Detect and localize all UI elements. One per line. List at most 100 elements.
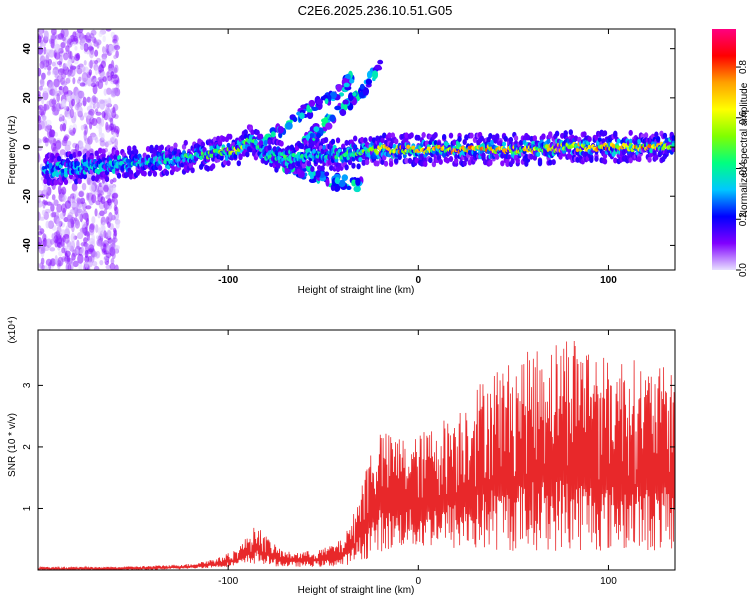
noise-speckle bbox=[94, 208, 98, 217]
ridge-outer-cell bbox=[643, 132, 649, 139]
noise-speckle bbox=[43, 265, 49, 270]
branch-cell bbox=[277, 126, 284, 134]
noise-speckle bbox=[74, 53, 80, 62]
noise-speckle bbox=[90, 112, 94, 118]
colorbar-gradient bbox=[712, 29, 736, 270]
noise-speckle bbox=[73, 95, 78, 101]
noise-speckle bbox=[61, 241, 65, 248]
noise-speckle bbox=[50, 212, 55, 218]
noise-speckle bbox=[47, 58, 53, 66]
noise-speckle bbox=[71, 98, 76, 107]
branch-cell bbox=[302, 167, 307, 172]
noise-speckle bbox=[63, 52, 69, 61]
noise-speckle bbox=[64, 144, 71, 152]
ridge-outer-cell bbox=[43, 178, 48, 185]
branch-cell bbox=[338, 92, 345, 97]
noise-speckle bbox=[101, 221, 106, 231]
ridge-outer-cell bbox=[310, 165, 315, 172]
ridge-core-cell bbox=[182, 158, 187, 163]
ridge-outer-cell bbox=[518, 139, 524, 146]
ridge-outer-cell bbox=[96, 173, 101, 180]
spectrogram-y-tick-label: -40 bbox=[22, 238, 33, 253]
ridge-mid-cell bbox=[134, 153, 139, 159]
spectrogram-panel: -100 0 100 40 20 0 -20 -40 Height of straight … bbox=[7, 28, 676, 296]
noise-speckle bbox=[89, 98, 93, 108]
branch-cell bbox=[309, 170, 314, 180]
ridge-mid-cell bbox=[601, 138, 606, 144]
noise-speckle bbox=[70, 232, 76, 243]
ridge-outer-cell bbox=[481, 152, 486, 159]
ridge-mid-cell bbox=[402, 153, 407, 159]
noise-speckle bbox=[55, 103, 60, 109]
snr-x-tick-label: -100 bbox=[218, 576, 238, 587]
ridge-outer-cell bbox=[407, 157, 413, 164]
noise-speckle bbox=[94, 266, 99, 270]
branch-cell bbox=[306, 110, 314, 120]
noise-speckle bbox=[105, 121, 109, 131]
ridge-outer-cell bbox=[537, 159, 543, 166]
noise-speckle bbox=[112, 185, 116, 194]
noise-speckle bbox=[38, 231, 43, 236]
noise-speckle bbox=[70, 240, 76, 251]
ridge-outer-cell bbox=[662, 132, 668, 139]
ridge-outer-cell bbox=[510, 158, 515, 165]
noise-speckle bbox=[112, 106, 116, 114]
noise-speckle bbox=[52, 97, 57, 108]
branch-cell bbox=[362, 87, 370, 96]
ridge-outer-cell bbox=[433, 132, 438, 139]
noise-speckle bbox=[95, 111, 102, 116]
branch-cell bbox=[309, 132, 314, 138]
ridge-outer-cell bbox=[125, 171, 130, 178]
ridge-outer-cell bbox=[222, 159, 228, 166]
ridge-core-cell bbox=[291, 152, 296, 158]
ridge-mid-cell bbox=[616, 138, 621, 144]
ridge-outer-cell bbox=[315, 156, 320, 163]
noise-speckle bbox=[107, 204, 113, 210]
branch-cell bbox=[343, 82, 350, 88]
colorbar-tick-label: 0.2 bbox=[738, 212, 749, 226]
noise-speckle bbox=[107, 198, 112, 206]
noise-speckle bbox=[94, 103, 101, 108]
ridge-outer-cell bbox=[602, 158, 608, 165]
ridge-outer-cell bbox=[582, 131, 587, 138]
noise-speckle bbox=[106, 245, 110, 254]
noise-speckle bbox=[51, 61, 56, 67]
snr-y-tick-label: 1 bbox=[22, 505, 33, 511]
ridge-mid-cell bbox=[322, 144, 327, 150]
ridge-outer-cell bbox=[554, 130, 560, 137]
noise-speckle bbox=[83, 112, 88, 118]
ridge-mid-cell bbox=[351, 156, 356, 162]
ridge-mid-cell bbox=[652, 150, 657, 156]
noise-speckle bbox=[107, 237, 113, 244]
spectrogram-x-tick-label: 100 bbox=[600, 275, 617, 286]
noise-speckle bbox=[112, 227, 117, 234]
ridge-outer-cell bbox=[532, 135, 538, 142]
branch-cell bbox=[327, 94, 332, 102]
noise-speckle bbox=[86, 217, 90, 226]
noise-speckle bbox=[83, 213, 88, 220]
ridge-outer-cell bbox=[128, 173, 134, 180]
noise-speckle bbox=[38, 115, 42, 124]
noise-speckle bbox=[107, 221, 111, 228]
ridge-outer-cell bbox=[448, 155, 454, 162]
noise-speckle bbox=[46, 201, 52, 206]
ridge-outer-cell bbox=[505, 158, 510, 165]
ridge-outer-cell bbox=[133, 149, 139, 156]
noise-speckle bbox=[67, 50, 72, 60]
ridge-outer-cell bbox=[628, 129, 633, 136]
noise-speckle bbox=[91, 118, 98, 127]
noise-speckle bbox=[69, 108, 75, 119]
noise-speckle bbox=[83, 237, 88, 244]
spectrogram-y-tick-label: -20 bbox=[22, 189, 33, 204]
noise-speckle bbox=[95, 224, 99, 233]
branch-cell bbox=[351, 179, 357, 187]
noise-speckle bbox=[82, 96, 87, 107]
ridge-core-cell bbox=[199, 155, 204, 160]
spectrogram-y-ticks: 40 20 0 -20 -40 bbox=[22, 43, 675, 253]
ridge-outer-cell bbox=[479, 135, 485, 142]
noise-speckle bbox=[69, 198, 76, 203]
noise-speckle bbox=[65, 225, 70, 236]
ridge-outer-cell bbox=[97, 147, 103, 154]
ridge-outer-cell bbox=[462, 160, 467, 167]
branch-cell bbox=[308, 99, 316, 107]
